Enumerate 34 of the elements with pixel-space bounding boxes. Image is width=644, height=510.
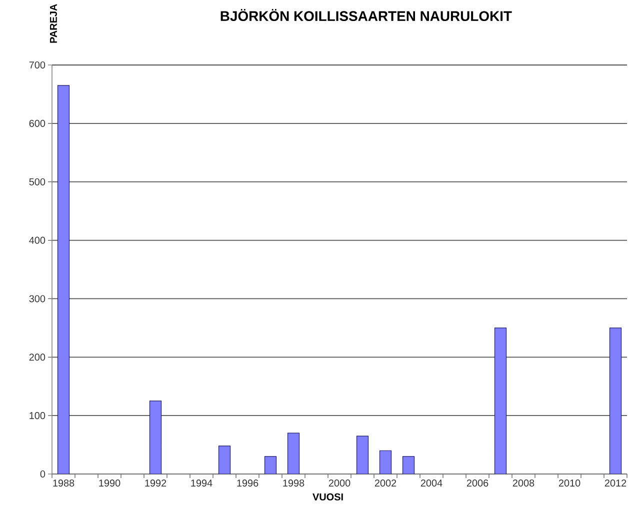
y-tick-label: 700 xyxy=(29,61,46,69)
y-tick-label: 400 xyxy=(29,236,46,244)
y-tick-label: 600 xyxy=(29,120,46,127)
x-tick-label: 1996 xyxy=(237,480,258,487)
x-tick-label: 1994 xyxy=(191,480,212,487)
y-tick-label: 300 xyxy=(29,295,46,302)
bar xyxy=(57,85,70,474)
y-tick-label: 100 xyxy=(30,412,46,420)
bar xyxy=(356,436,369,474)
x-tick-label: 2006 xyxy=(466,480,488,487)
bar xyxy=(149,400,162,474)
x-tick-label: 1990 xyxy=(99,480,120,487)
x-tick-label: 2010 xyxy=(558,480,580,487)
x-tick-label: 2012 xyxy=(604,480,626,487)
bar xyxy=(379,450,392,474)
bar xyxy=(287,432,300,474)
x-tick-label: 2000 xyxy=(328,480,350,487)
bar xyxy=(494,328,507,474)
bar xyxy=(218,446,231,474)
x-tick-label: 1992 xyxy=(145,480,166,487)
x-tick-label: 2008 xyxy=(512,480,534,487)
bar xyxy=(402,456,415,474)
bar xyxy=(609,328,622,474)
y-tick-label: 200 xyxy=(29,354,46,361)
x-tick-label: 1988 xyxy=(53,480,74,487)
chart-title: BJÖRKÖN KOILLISSAARTEN NAURULOKIT xyxy=(220,8,512,22)
x-axis-title: VUOSI xyxy=(312,493,343,500)
x-tick-label: 2004 xyxy=(420,480,442,487)
x-tick-label: 2002 xyxy=(374,480,396,487)
y-tick-label: 500 xyxy=(29,178,46,186)
bar xyxy=(264,456,277,474)
x-tick-label: 1998 xyxy=(283,480,304,487)
y-tick-label: 0 xyxy=(40,470,46,478)
y-axis-title: PAREJA xyxy=(50,4,57,43)
